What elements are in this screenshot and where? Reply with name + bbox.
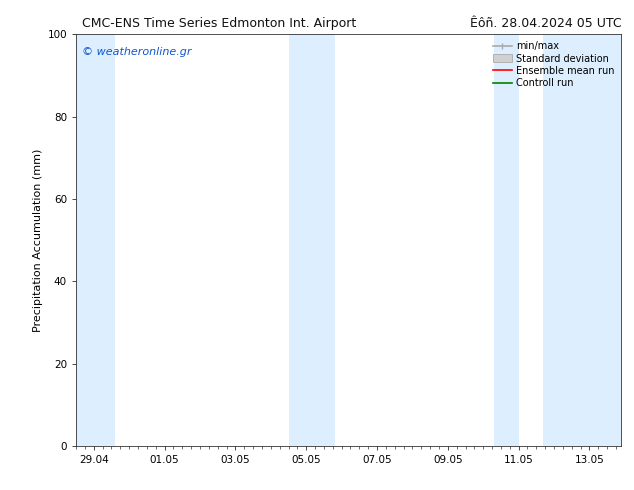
Bar [288, 34, 306, 446]
Bar [494, 34, 519, 446]
Bar [76, 34, 115, 446]
Text: CMC-ENS Time Series Edmonton Int. Airport: CMC-ENS Time Series Edmonton Int. Airpor… [82, 17, 357, 30]
Y-axis label: Precipitation Accumulation (mm): Precipitation Accumulation (mm) [33, 148, 43, 332]
Text: Êôñ. 28.04.2024 05 UTC: Êôñ. 28.04.2024 05 UTC [470, 17, 621, 30]
Bar [306, 34, 335, 446]
Legend: min/max, Standard deviation, Ensemble mean run, Controll run: min/max, Standard deviation, Ensemble me… [491, 39, 616, 90]
Bar [543, 34, 621, 446]
Text: © weatheronline.gr: © weatheronline.gr [82, 47, 191, 57]
